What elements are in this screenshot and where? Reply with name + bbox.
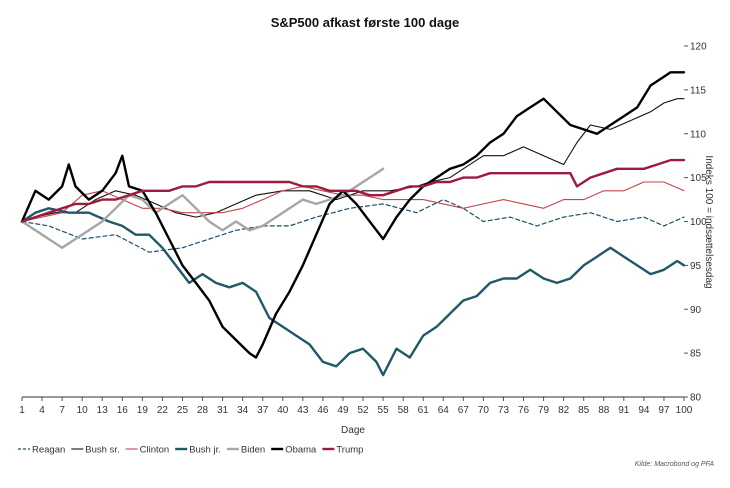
x-tick-label: 37: [257, 405, 269, 416]
x-tick-label: 46: [317, 405, 329, 416]
x-tick-label: 79: [538, 405, 550, 416]
series-lines: [20, 71, 686, 377]
legend-label: Clinton: [140, 445, 170, 456]
x-tick-label: 97: [658, 405, 670, 416]
legend: Reagan Bush sr. Clinton Bush jr. Biden Obama T…: [18, 445, 363, 456]
y-tick-label: 100: [690, 217, 707, 228]
x-tick-label: 52: [357, 405, 369, 416]
chart-title: S&P500 afkast første 100 dage: [271, 15, 460, 30]
x-tick-label: 13: [97, 405, 109, 416]
series-line-biden: [20, 167, 385, 249]
x-tick-label: 85: [578, 405, 590, 416]
x-tick-label: 73: [498, 405, 510, 416]
x-tick-label: 31: [217, 405, 229, 416]
x-tick-label: 49: [337, 405, 349, 416]
x-tick-label: 7: [59, 405, 65, 416]
x-tick-label: 4: [39, 405, 45, 416]
x-tick-label: 19: [137, 405, 149, 416]
y-tick-label: 120: [690, 42, 707, 53]
y-tick-label: 80: [690, 393, 702, 404]
x-tick-label: 94: [638, 405, 650, 416]
x-tick-label: 76: [518, 405, 530, 416]
x-tick-label: 82: [558, 405, 570, 416]
series-line-reagan: [21, 199, 685, 253]
x-tick-label: 55: [378, 405, 390, 416]
legend-label: Biden: [241, 445, 265, 456]
x-tick-label: 1: [19, 405, 25, 416]
x-tick-label: 43: [297, 405, 309, 416]
x-tick-label: 61: [418, 405, 430, 416]
y-tick-label: 90: [690, 305, 702, 316]
legend-label: Trump: [336, 445, 363, 456]
x-axis: 1 4 7 10 13 16 19 22 25 28 31 34 37 40 43 46 49 52 55 58 61 6…: [19, 397, 693, 416]
series-line-bush-sr: [21, 98, 685, 223]
x-tick-label: 58: [398, 405, 410, 416]
legend-label: Reagan: [32, 445, 65, 456]
series-line-trump: [20, 158, 686, 223]
y-axis: 80 85 90 95 100 105 110 115 120: [684, 42, 707, 404]
series-line-bush-jr: [20, 207, 686, 377]
x-tick-label: 28: [197, 405, 209, 416]
series-line-clinton: [21, 181, 685, 223]
x-tick-label: 16: [117, 405, 129, 416]
y-tick-label: 95: [690, 261, 702, 272]
x-tick-label: 10: [77, 405, 89, 416]
x-tick-label: 70: [478, 405, 490, 416]
x-tick-label: 22: [157, 405, 169, 416]
legend-label: Bush jr.: [189, 445, 221, 456]
legend-label: Bush sr.: [85, 445, 119, 456]
y-tick-label: 105: [690, 173, 707, 184]
y-tick-label: 85: [690, 349, 702, 360]
source-note: Kilde: Macrobond og PFA: [635, 461, 715, 468]
x-tick-label: 67: [458, 405, 470, 416]
x-tick-label: 25: [177, 405, 189, 416]
x-tick-label: 100: [676, 405, 693, 416]
x-axis-label: Dage: [341, 425, 365, 436]
y-tick-label: 115: [690, 85, 706, 96]
x-tick-label: 64: [438, 405, 450, 416]
x-tick-label: 91: [618, 405, 630, 416]
y-axis-label: Indeks 100 = indsættelsesdag: [703, 155, 714, 288]
x-tick-label: 88: [598, 405, 610, 416]
legend-label: Obama: [285, 445, 317, 456]
y-tick-label: 110: [690, 129, 706, 140]
x-tick-label: 40: [277, 405, 289, 416]
x-tick-label: 34: [237, 405, 249, 416]
series-line-obama: [20, 71, 686, 359]
